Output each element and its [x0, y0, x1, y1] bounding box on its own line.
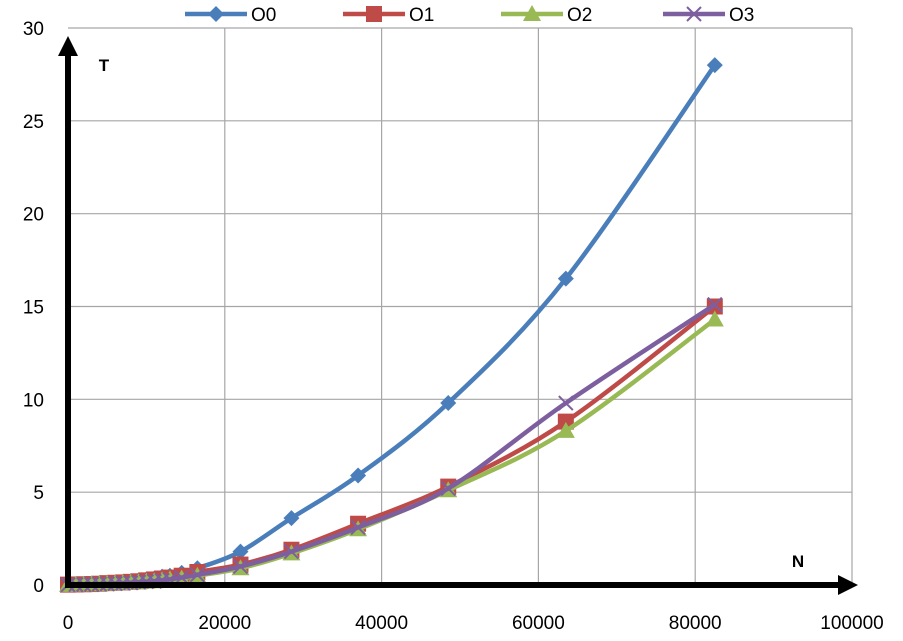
- x-tick-label: 100000: [820, 613, 883, 634]
- point-marker: [556, 421, 575, 438]
- x-axis-arrow: [838, 575, 858, 595]
- series-line: [67, 63, 717, 587]
- legend-label: O1: [409, 5, 434, 26]
- point-marker: [232, 543, 249, 560]
- tick-labels: 0 20000 40000 60000 80000 100000 0 5 10 15 20 25 30: [23, 19, 884, 634]
- legend-label: O2: [567, 5, 592, 26]
- point-marker: [705, 310, 724, 327]
- legend-item: O1: [343, 5, 434, 26]
- point-marker: [523, 5, 541, 21]
- y-tick-label: 25: [23, 112, 44, 133]
- point-marker: [557, 270, 574, 287]
- y-axis-title: T: [99, 56, 110, 75]
- x-tick-label: 80000: [669, 613, 722, 634]
- series-lines: [59, 57, 724, 593]
- legend-item: O2: [501, 5, 592, 26]
- legend-label: O0: [251, 5, 276, 26]
- series-2: [60, 298, 723, 593]
- point-marker: [283, 510, 300, 527]
- y-tick-label: 0: [33, 576, 44, 597]
- point-marker: [283, 543, 300, 560]
- point-marker: [189, 567, 206, 583]
- legend: O0 O1 O2 O3: [185, 5, 754, 26]
- series-line: [67, 304, 717, 587]
- point-marker: [366, 6, 382, 22]
- point-marker: [350, 519, 366, 536]
- x-tick-label: 20000: [198, 613, 251, 634]
- y-tick-label: 15: [23, 298, 44, 319]
- point-marker: [208, 6, 224, 22]
- y-tick-label: 10: [23, 390, 44, 411]
- x-tick-label: 0: [63, 613, 74, 634]
- point-marker: [707, 296, 723, 313]
- point-marker: [558, 395, 574, 411]
- point-marker: [686, 6, 702, 22]
- point-marker: [706, 57, 723, 74]
- point-marker: [440, 395, 457, 412]
- y-tick-label: 20: [23, 205, 44, 226]
- x-tick-label: 60000: [512, 613, 565, 634]
- point-marker: [440, 480, 456, 497]
- y-axis-arrow: [58, 36, 78, 56]
- legend-label: O3: [729, 5, 754, 26]
- point-marker: [232, 558, 249, 575]
- gridlines: [68, 27, 853, 585]
- point-marker: [350, 467, 367, 484]
- series-line: [67, 302, 717, 588]
- y-tick-label: 30: [23, 19, 44, 40]
- x-tick-label: 40000: [355, 613, 408, 634]
- x-axis-title: N: [792, 552, 804, 571]
- legend-item: O0: [185, 5, 276, 26]
- legend-item: O3: [663, 5, 754, 26]
- axes: [58, 36, 858, 595]
- series-4: [60, 296, 723, 593]
- y-tick-label: 5: [33, 483, 44, 504]
